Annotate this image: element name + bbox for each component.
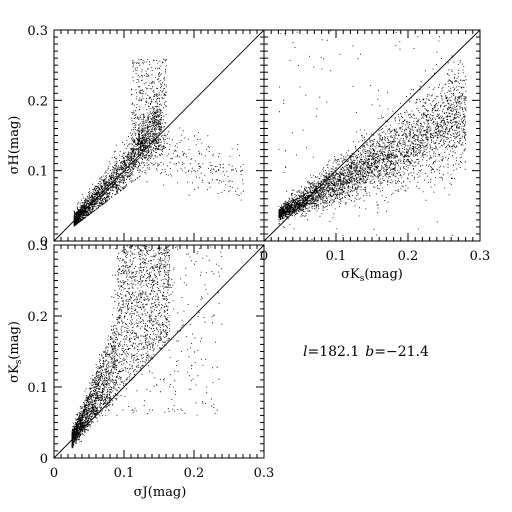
y-axis-label-tail: (mag) [7,321,22,360]
x-tick-label: 0 [50,466,58,481]
y-axis-label-bottom-left: σKs(mag) [7,321,24,383]
scatter-point [372,170,373,172]
scatter-point [180,330,181,332]
scatter-point [124,163,125,165]
y-axis-label-subscript: s [14,359,24,364]
y-tick-label: 0 [40,452,48,467]
scatter-point [350,177,352,179]
scatter-point [152,86,153,88]
scatter-point [444,135,445,137]
scatter-point [458,142,460,144]
scatter-point [82,205,83,207]
scatter-points-cloud [71,245,223,449]
scatter-point [82,415,83,417]
scatter-point [152,135,153,137]
scatter-point [96,188,97,190]
scatter-point [145,142,146,144]
scatter-point [110,177,111,179]
scatter-point [117,170,118,172]
scatter-point [236,170,237,172]
x-tick-label: 0.2 [184,466,205,481]
scatter-points-cloud [278,30,467,242]
scatter-point [103,181,104,183]
reference-line-y-equals-x [263,29,481,242]
y-tick-label: 0.1 [27,381,48,396]
reference-line-y-equals-x [53,29,265,242]
scatter-point [159,266,160,268]
scatter-point [110,337,111,339]
scatter-point [89,394,90,396]
y-axis-label-top-left: σH(mag) [7,116,22,175]
x-tick-label: 0.3 [470,249,491,264]
scatter-point [124,316,125,317]
scatter-point [422,142,424,144]
reference-line-y-equals-x [53,244,265,459]
x-tick-label: 0.3 [254,466,275,481]
x-tick-label: 0.2 [398,249,419,264]
annotation-l-value: =182.1 [307,344,359,360]
scatter-point [194,135,195,137]
scatter-point [96,372,97,374]
y-axis-label-main: σK [7,364,22,383]
x-axis-label-tail: (mag) [364,267,403,282]
x-tick-label: 0.1 [326,249,347,264]
galactic-coordinates-annotation: l=182.1 b=−21.4 [303,344,429,360]
annotation-b-symbol: b [365,344,374,360]
y-tick-label: 0.3 [27,24,48,39]
panel-bottom-left: 0 0.1 0.2 0.3 0 0.1 0.2 0.3 [27,239,274,481]
scatter-point [393,156,395,158]
scatter-point [152,287,153,289]
y-tick-label: 0.2 [27,94,48,109]
scatter-point [336,188,337,190]
scatter-point [138,301,139,303]
y-tick-label: 0.1 [27,165,48,180]
scatter-points-cloud [73,58,244,227]
scatter-point [408,149,409,151]
x-axis-label-subscript: s [360,274,365,284]
annotation-b-value: =−21.4 [374,344,429,360]
annotation-l-symbol: l [303,344,307,360]
scatter-point [321,198,323,200]
scatter-point [75,216,76,218]
scatter-point [131,156,132,158]
scatter-point [89,195,90,197]
scatter-point [300,209,301,211]
scatter-point [159,128,160,130]
scatter-point [103,351,104,353]
panel-top-right: 0 0.1 0.2 0.3 [260,29,491,264]
y-tick-label: 0.2 [27,310,48,325]
x-tick-label: 0.1 [114,466,135,481]
scatter-point [75,436,76,438]
scatter-point [138,149,139,151]
scatter-point [194,351,195,353]
scatter-point [278,223,280,225]
x-axis-label-top-right: σKs(mag) [341,267,403,284]
panel-top-left: 0 0.1 0.2 0.3 [27,24,265,250]
scatter-point [159,72,160,74]
y-tick-label: 0 [40,235,48,250]
y-tick-label: 0.3 [27,239,48,254]
x-axis-label-main: σK [341,267,360,282]
x-axis-label-bottom-left: σJ(mag) [134,485,187,500]
